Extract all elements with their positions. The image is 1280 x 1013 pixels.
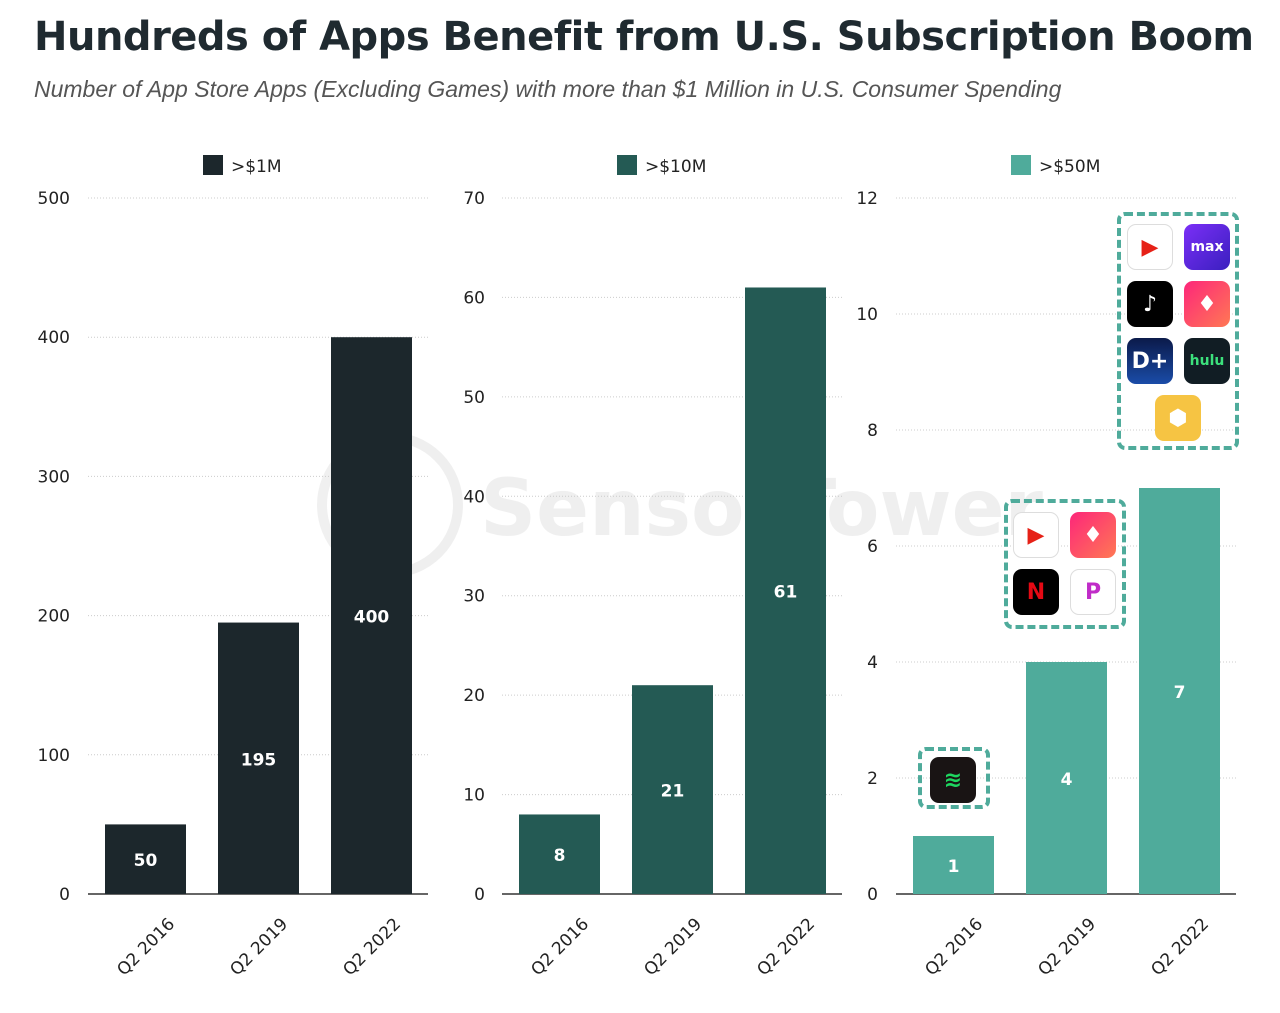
y-tick-label: 0	[59, 885, 70, 905]
bar-value-label: 8	[554, 846, 566, 866]
bar-value-label: 7	[1174, 683, 1186, 703]
x-tick-label: Q2 2019	[1034, 914, 1100, 980]
bar	[632, 685, 713, 894]
app-callout	[918, 747, 990, 809]
y-tick-label: 0	[867, 885, 878, 905]
x-tick-label: Q2 2022	[339, 914, 405, 980]
spotify-icon: ≋	[930, 757, 976, 803]
bar-value-label: 400	[354, 608, 390, 628]
tinder-icon: ♦	[1184, 281, 1230, 327]
legend-swatch	[203, 155, 223, 175]
legend-swatch	[1011, 155, 1031, 175]
chart-subtitle: Number of App Store Apps (Excluding Game…	[34, 76, 1062, 102]
bar-value-label: 4	[1061, 770, 1073, 790]
watermark: SensorTower	[317, 432, 1043, 578]
youtube-icon: ▶	[1127, 224, 1173, 270]
app-callout	[1004, 499, 1126, 629]
legend-swatch	[617, 155, 637, 175]
tinder-icon: ♦	[1070, 512, 1116, 558]
y-tick-label: 6	[867, 537, 878, 557]
disney-plus-icon: D+	[1127, 338, 1173, 384]
y-tick-label: 20	[463, 686, 485, 706]
bar-chart-3: 0 2 4 6 8 10 12 >$50M 1 Q2 2016 4 Q2 2019 7 Q2 2022	[856, 155, 1236, 980]
y-tick-label: 70	[463, 189, 485, 209]
y-tick-label: 12	[856, 189, 878, 209]
legend-label: >$50M	[1039, 157, 1100, 177]
bar-value-label: 21	[661, 782, 685, 802]
bar	[745, 287, 826, 894]
y-tick-label: 100	[38, 746, 70, 766]
bar	[519, 814, 600, 894]
pandora-icon: P	[1070, 569, 1116, 615]
y-tick-label: 500	[38, 189, 70, 209]
y-tick-label: 10	[463, 786, 485, 806]
hulu-icon: hulu	[1184, 338, 1230, 384]
bar-value-label: 1	[948, 857, 960, 877]
y-tick-label: 8	[867, 421, 878, 441]
bar-value-label: 195	[241, 750, 277, 770]
x-tick-label: Q2 2019	[640, 914, 706, 980]
x-tick-label: Q2 2016	[113, 914, 179, 980]
y-tick-label: 60	[463, 288, 485, 308]
bar	[1139, 488, 1220, 894]
y-tick-label: 50	[463, 388, 485, 408]
x-tick-label: Q2 2019	[226, 914, 292, 980]
y-tick-label: 200	[38, 607, 70, 627]
legend-label: >$10M	[645, 157, 706, 177]
tiktok-icon: ♪	[1127, 281, 1173, 327]
bar-value-label: 61	[774, 583, 798, 603]
y-tick-label: 30	[463, 587, 485, 607]
bar-chart-1: 0 100 200 300 400 500 >$1M 50 Q2 2016 195 Q2 2019 4…	[38, 155, 428, 980]
bumble-icon: ⬢	[1155, 395, 1201, 441]
bar	[105, 824, 186, 894]
bar	[218, 622, 299, 894]
y-tick-label: 4	[867, 653, 878, 673]
y-tick-label: 400	[38, 328, 70, 348]
chart-title: Hundreds of Apps Benefit from U.S. Subsc…	[34, 14, 1254, 60]
y-tick-label: 0	[474, 885, 485, 905]
bar	[913, 836, 994, 894]
youtube-icon: ▶	[1013, 512, 1059, 558]
bar-chart-2: 0 10 20 30 40 50 60 70 >$10M 8 Q2 2016 21 Q2 2019 61 Q…	[463, 155, 842, 980]
x-tick-label: Q2 2016	[921, 914, 987, 980]
bar-value-label: 50	[134, 851, 158, 871]
y-tick-label: 300	[38, 467, 70, 487]
y-tick-label: 2	[867, 769, 878, 789]
x-tick-label: Q2 2022	[753, 914, 819, 980]
hbo-max-icon: max	[1184, 224, 1230, 270]
bar	[1026, 662, 1107, 894]
netflix-icon: N	[1013, 569, 1059, 615]
app-callout	[1117, 212, 1239, 450]
x-tick-label: Q2 2022	[1147, 914, 1213, 980]
x-tick-label: Q2 2016	[527, 914, 593, 980]
y-tick-label: 10	[856, 305, 878, 325]
bar	[331, 337, 412, 894]
y-tick-label: 40	[463, 487, 485, 507]
legend-label: >$1M	[231, 157, 282, 177]
